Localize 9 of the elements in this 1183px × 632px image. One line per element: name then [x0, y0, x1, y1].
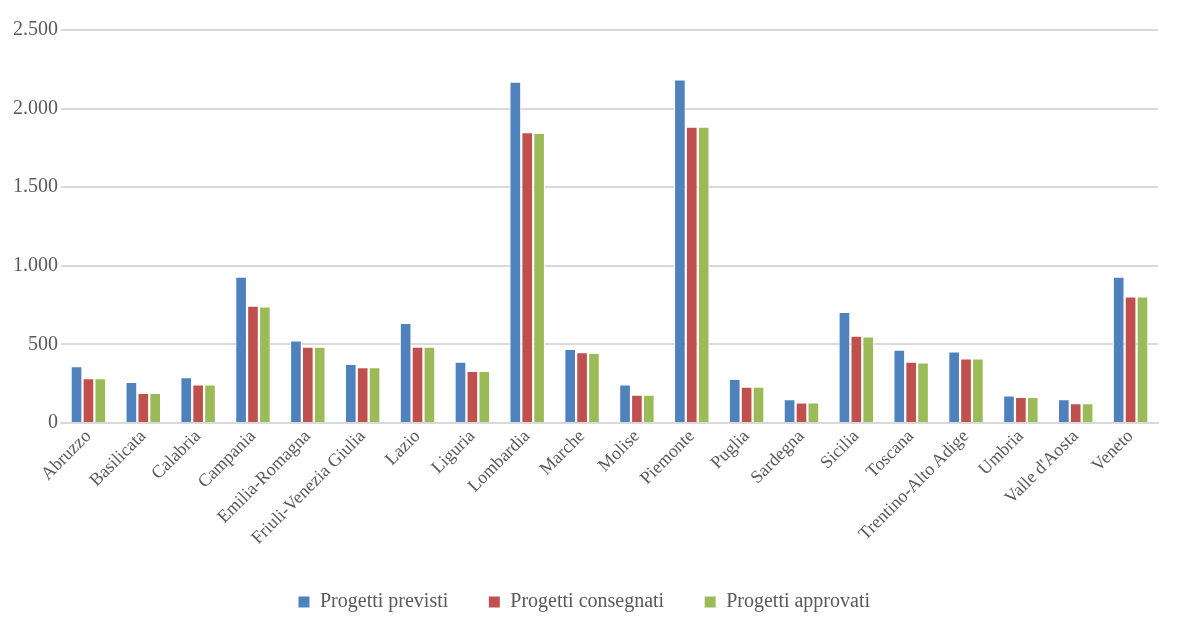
- y-tick-label: 1.500: [13, 174, 58, 197]
- y-tick-label: 1.000: [13, 253, 58, 275]
- y-tick-label: 500: [28, 331, 58, 354]
- y-tick-label: 2.500: [13, 17, 58, 40]
- y-tick-label: 0: [48, 410, 58, 433]
- y-tick-label: 2.000: [13, 95, 58, 118]
- legend-label: Progetti approvati: [726, 589, 871, 613]
- legend-label: Progetti consegnati: [510, 589, 665, 613]
- legend-label: Progetti previsti: [319, 589, 449, 613]
